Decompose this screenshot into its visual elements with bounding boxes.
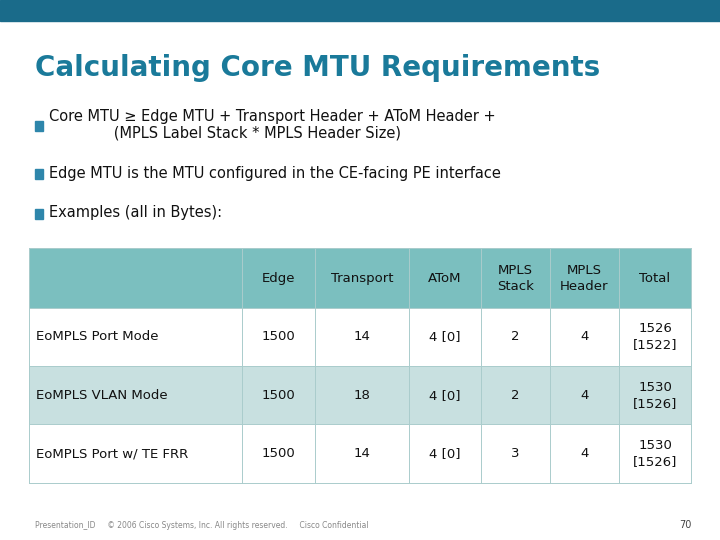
Text: 1530
[1526]: 1530 [1526] (633, 381, 678, 410)
Text: 4: 4 (580, 447, 589, 460)
Text: 18: 18 (354, 389, 370, 402)
Text: 4 [0]: 4 [0] (429, 447, 461, 460)
Text: Examples (all in Bytes):: Examples (all in Bytes): (49, 205, 222, 220)
Text: Edge: Edge (262, 272, 295, 285)
Text: AToM: AToM (428, 272, 462, 285)
Text: EoMPLS Port Mode: EoMPLS Port Mode (36, 330, 158, 343)
Text: 1500: 1500 (261, 447, 295, 460)
Text: 1500: 1500 (261, 389, 295, 402)
Text: Core MTU ≥ Edge MTU + Transport Header + AToM Header +
              (MPLS Label: Core MTU ≥ Edge MTU + Transport Header +… (49, 109, 495, 141)
Text: Edge MTU is the MTU configured in the CE-facing PE interface: Edge MTU is the MTU configured in the CE… (49, 166, 501, 181)
Text: 4 [0]: 4 [0] (429, 389, 461, 402)
Text: Transport: Transport (330, 272, 393, 285)
Text: 70: 70 (679, 520, 691, 530)
Text: Calculating Core MTU Requirements: Calculating Core MTU Requirements (35, 54, 600, 82)
Text: Total: Total (639, 272, 670, 285)
Text: Presentation_ID     © 2006 Cisco Systems, Inc. All rights reserved.     Cisco Co: Presentation_ID © 2006 Cisco Systems, In… (35, 521, 368, 530)
Text: 4: 4 (580, 389, 589, 402)
Text: 1500: 1500 (261, 330, 295, 343)
Text: EoMPLS VLAN Mode: EoMPLS VLAN Mode (36, 389, 168, 402)
Text: 14: 14 (354, 330, 370, 343)
Text: 4: 4 (580, 330, 589, 343)
Text: 1530
[1526]: 1530 [1526] (633, 439, 678, 468)
Text: MPLS
Header: MPLS Header (560, 264, 608, 293)
Text: 14: 14 (354, 447, 370, 460)
Text: 3: 3 (511, 447, 520, 460)
Text: EoMPLS Port w/ TE FRR: EoMPLS Port w/ TE FRR (36, 447, 188, 460)
Text: 2: 2 (511, 330, 520, 343)
Text: MPLS
Stack: MPLS Stack (498, 264, 534, 293)
Text: 4 [0]: 4 [0] (429, 330, 461, 343)
Text: 2: 2 (511, 389, 520, 402)
Text: 1526
[1522]: 1526 [1522] (633, 322, 678, 352)
